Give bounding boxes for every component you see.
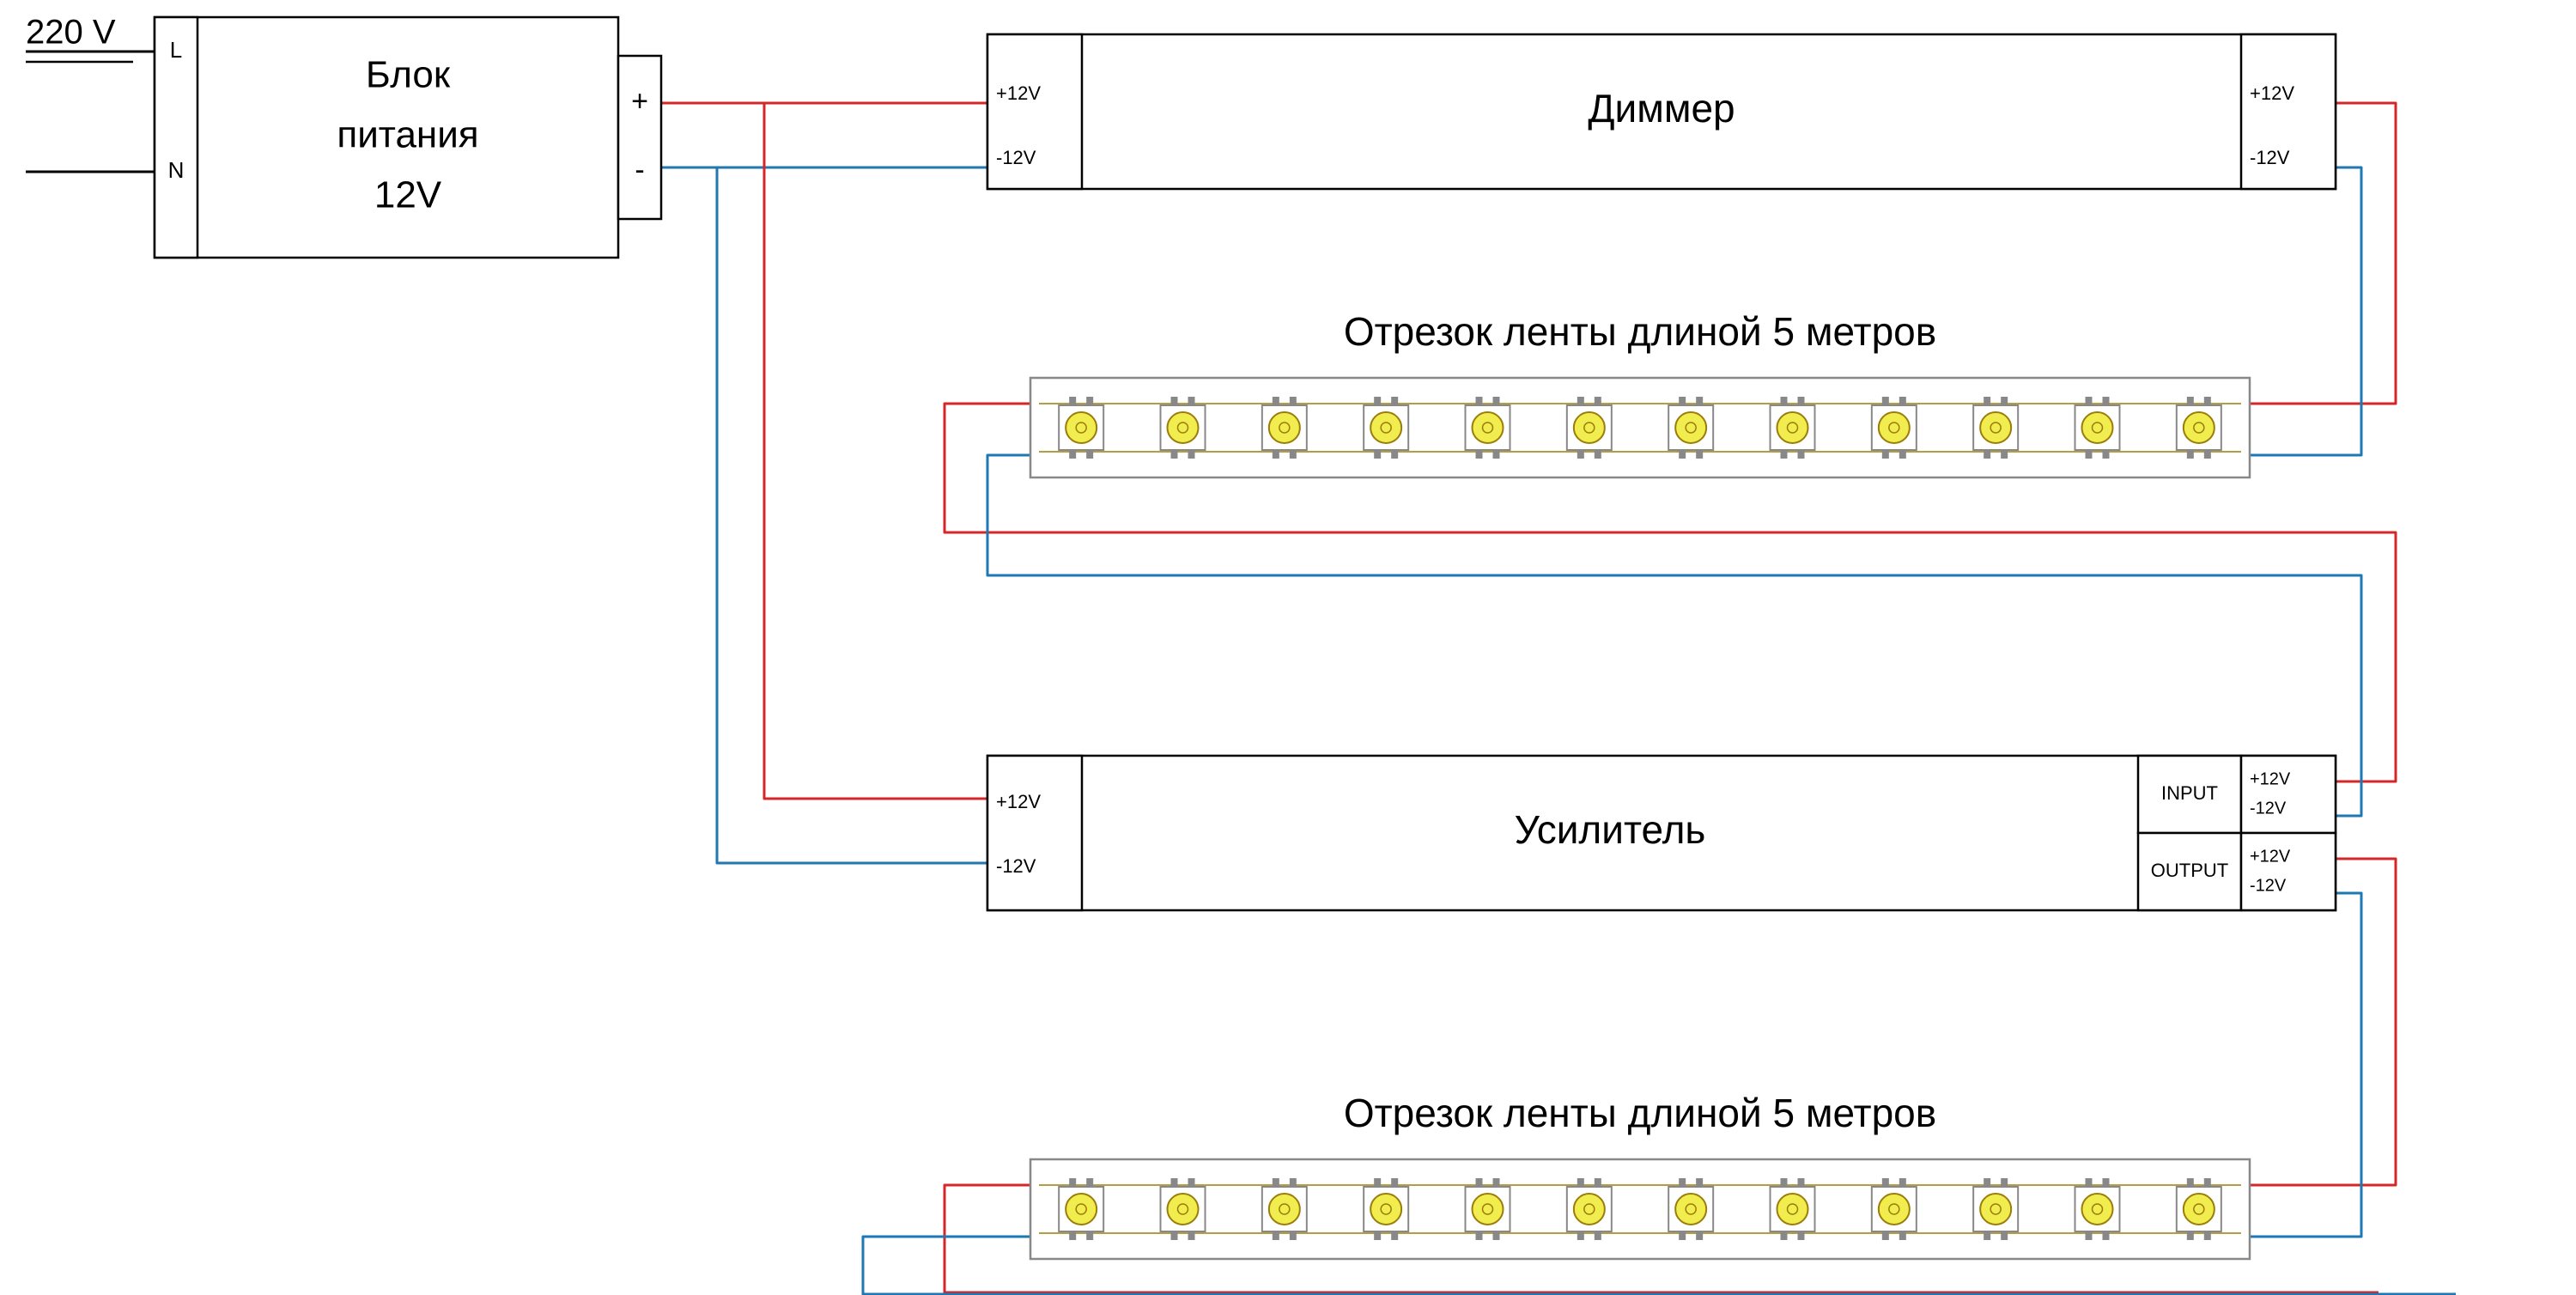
amplifier-power-terminals (987, 756, 1082, 910)
led-icon (1473, 412, 1504, 443)
psu-in-L: L (170, 37, 182, 63)
led-icon (1066, 1194, 1097, 1225)
led-icon (1269, 1194, 1300, 1225)
psu-title-1: Блок (366, 54, 451, 96)
psu-title-3: 12V (374, 174, 442, 216)
led-icon (1473, 1194, 1504, 1225)
led-icon (1879, 1194, 1910, 1225)
strip1-label: Отрезок ленты длиной 5 метров (1344, 309, 1936, 354)
amplifier-title: Усилитель (1515, 807, 1706, 852)
psu-title-2: питания (337, 114, 478, 156)
strip2-label: Отрезок ленты длиной 5 метров (1344, 1091, 1936, 1135)
led-icon (1370, 412, 1401, 443)
led-icon (1675, 1194, 1706, 1225)
amplifier-output-volt-box (2241, 833, 2336, 910)
led-icon (2082, 1194, 2113, 1225)
dimmer-in-plus: +12V (996, 82, 1041, 104)
led-icon (1980, 412, 2011, 443)
led-icon (2184, 1194, 2215, 1225)
amp-output-plus: +12V (2250, 847, 2291, 866)
led-strip-1 (1030, 378, 2250, 477)
psu-in-N: N (168, 157, 185, 183)
led-icon (1980, 1194, 2011, 1225)
led-icon (1879, 412, 1910, 443)
led-icon (1675, 412, 1706, 443)
wire-psu-amp-minus (717, 167, 987, 863)
amp-pwr-minus: -12V (996, 855, 1036, 877)
amp-input-minus: -12V (2250, 799, 2287, 818)
led-icon (1574, 412, 1605, 443)
psu-out-plus: + (631, 85, 648, 118)
amp-input-label: INPUT (2161, 782, 2218, 804)
led-icon (1777, 1194, 1808, 1225)
led-icon (2082, 412, 2113, 443)
led-strip-2 (1030, 1159, 2250, 1259)
amplifier-input-volt-box (2241, 756, 2336, 833)
amp-output-label: OUTPUT (2151, 860, 2228, 881)
led-icon (1777, 412, 1808, 443)
amp-input-plus: +12V (2250, 769, 2291, 788)
psu-out-minus: - (635, 154, 644, 186)
dimmer-out-minus: -12V (2250, 147, 2290, 168)
dimmer-in-minus: -12V (996, 147, 1036, 168)
wire-psu-amp-plus (764, 103, 987, 799)
dimmer-out-plus: +12V (2250, 82, 2294, 104)
led-icon (1269, 412, 1300, 443)
psu-output-terminals (618, 56, 661, 219)
led-icon (1168, 1194, 1199, 1225)
led-icon (1370, 1194, 1401, 1225)
wiring-diagram: 220 V L N + - Блок питания 12V +12V -12V +12V -12V Д… (0, 0, 2576, 1295)
led-icon (1168, 412, 1199, 443)
amp-output-minus: -12V (2250, 876, 2287, 895)
wire-dimmer-strip1-minus (2250, 167, 2361, 455)
amp-pwr-plus: +12V (996, 791, 1041, 812)
input-voltage-label: 220 V (26, 14, 116, 52)
led-icon (1066, 412, 1097, 443)
dimmer-title: Диммер (1588, 86, 1735, 131)
led-icon (2184, 412, 2215, 443)
led-icon (1574, 1194, 1605, 1225)
